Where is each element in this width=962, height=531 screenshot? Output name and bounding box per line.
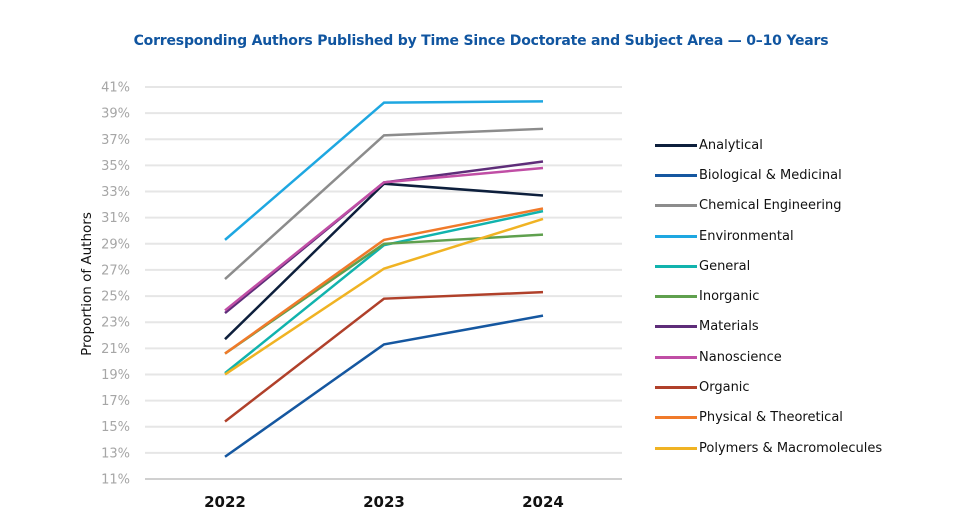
legend-label: General: [699, 258, 751, 274]
legend-item: Nanoscience: [655, 342, 882, 372]
y-tick-label: 27%: [101, 263, 130, 278]
legend-label: Environmental: [699, 228, 794, 244]
series-line-chemical-engineering: [224, 127, 544, 281]
x-tick-label: 2022: [204, 493, 246, 511]
legend-label: Physical & Theoretical: [699, 410, 843, 426]
chart-legend: Analytical Biological & Medicinal Chemical…: [655, 130, 882, 463]
legend-label: Materials: [699, 319, 759, 335]
legend-swatch-icon: [655, 143, 697, 147]
legend-item: Environmental: [655, 221, 882, 251]
y-tick-label: 13%: [101, 446, 130, 461]
series-line-physical-theoretical: [224, 207, 544, 355]
legend-label: Inorganic: [699, 289, 760, 305]
y-tick-label: 39%: [101, 107, 130, 122]
legend-swatch-icon: [655, 416, 697, 420]
y-tick-label: 23%: [101, 316, 130, 331]
legend-label: Polymers & Macromolecules: [699, 440, 883, 456]
x-tick-label: 2024: [522, 493, 564, 511]
y-tick-label: 19%: [101, 368, 130, 383]
series-line-organic: [224, 290, 544, 423]
y-tick-label: 35%: [101, 159, 130, 174]
y-tick-label: 11%: [101, 473, 130, 488]
legend-swatch-icon: [655, 234, 697, 238]
legend-swatch-icon: [655, 264, 697, 268]
legend-label: Organic: [699, 380, 750, 396]
y-tick-label: 37%: [101, 133, 130, 148]
legend-swatch-icon: [655, 295, 697, 299]
y-tick-label: 25%: [101, 290, 130, 305]
legend-item: General: [655, 251, 882, 281]
legend-label: Analytical: [699, 137, 763, 153]
legend-item: Biological & Medicinal: [655, 160, 882, 190]
legend-swatch-icon: [655, 173, 697, 177]
series-line-environmental: [224, 100, 544, 241]
legend-label: Biological & Medicinal: [699, 167, 842, 183]
series-line-biological-medicinal: [224, 314, 544, 458]
y-axis-label: Proportion of Authors: [79, 212, 95, 356]
legend-swatch-icon: [655, 446, 697, 450]
legend-item: Organic: [655, 372, 882, 402]
y-tick-label: 15%: [101, 420, 130, 435]
chart-title: Corresponding Authors Published by Time …: [133, 33, 829, 49]
y-tick-label: 21%: [101, 342, 130, 357]
y-tick-label: 41%: [101, 81, 130, 96]
series-line-polymers-macromolecules: [224, 217, 544, 376]
legend-item: Analytical: [655, 130, 882, 160]
legend-item: Chemical Engineering: [655, 191, 882, 221]
legend-swatch-icon: [655, 325, 697, 329]
legend-label: Nanoscience: [699, 349, 782, 365]
y-tick-label: 29%: [101, 237, 130, 252]
legend-item: Polymers & Macromolecules: [655, 433, 882, 463]
legend-swatch-icon: [655, 386, 697, 390]
legend-item: Materials: [655, 312, 882, 342]
y-tick-label: 33%: [101, 185, 130, 200]
series-line-nanoscience: [224, 166, 544, 312]
legend-label: Chemical Engineering: [699, 198, 842, 214]
y-tick-label: 31%: [101, 211, 130, 226]
x-tick-label: 2023: [363, 493, 405, 511]
legend-item: Physical & Theoretical: [655, 403, 882, 433]
legend-item: Inorganic: [655, 281, 882, 311]
legend-swatch-icon: [655, 355, 697, 359]
y-tick-label: 17%: [101, 394, 130, 409]
legend-swatch-icon: [655, 204, 697, 208]
series-line-analytical: [224, 182, 544, 341]
